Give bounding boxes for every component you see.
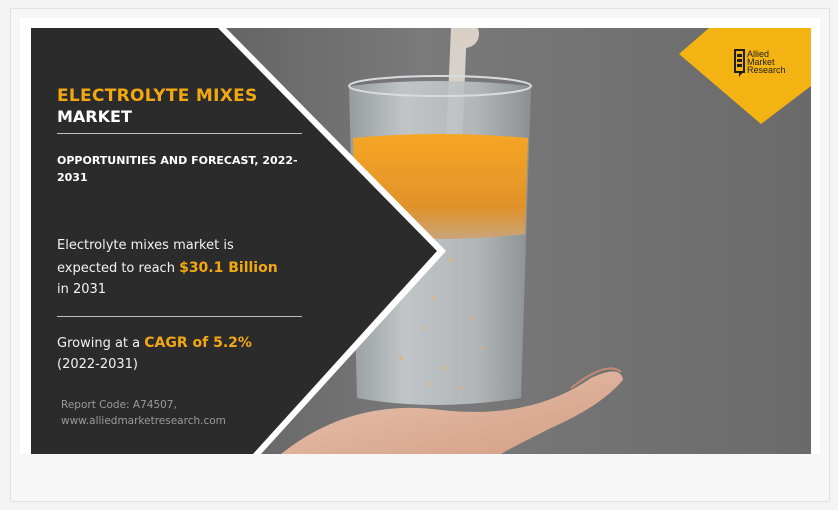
logo-line-1: Allied xyxy=(747,49,770,59)
stat-reach-line2: expected to reach $30.1 Billion xyxy=(57,257,278,280)
stat-cagr-line1: Growing at a CAGR of 5.2% xyxy=(57,332,252,355)
logo-badge-icon xyxy=(679,28,811,124)
divider xyxy=(57,316,302,317)
stat-reach-value: $30.1 Billion xyxy=(179,260,278,276)
stat-reach-line3: in 2031 xyxy=(57,282,107,297)
banner-title-market: MARKET xyxy=(57,107,132,126)
market-banner: ELECTROLYTE MIXES MARKET OPPORTUNITIES A… xyxy=(31,28,811,454)
website-text: www.alliedmarketresearch.com xyxy=(61,415,226,427)
forecast-subheading: OPPORTUNITIES AND FORECAST, 2022-2031 xyxy=(57,154,298,184)
logo-line-3: Research xyxy=(747,65,786,75)
stat-reach-line1: Electrolyte mixes market is xyxy=(57,238,234,253)
stat-cagr-value: CAGR of 5.2% xyxy=(144,335,252,351)
allied-market-research-logo: Allied Market Research xyxy=(679,28,811,124)
banner-text: ELECTROLYTE MIXES MARKET OPPORTUNITIES A… xyxy=(31,28,331,454)
logo-line-2: Market xyxy=(747,57,775,67)
stat-reach-label: expected to reach xyxy=(57,261,180,276)
report-footer: Report Code: A74507, www.alliedmarketrese… xyxy=(61,397,226,429)
stat-cagr-period: (2022-2031) xyxy=(57,357,139,372)
banner-title: ELECTROLYTE MIXES xyxy=(57,86,258,106)
stat-cagr-label: Growing at a xyxy=(57,336,145,351)
dark-text-panel xyxy=(31,28,446,454)
report-code: Report Code: A74507, xyxy=(61,399,177,411)
divider xyxy=(57,133,302,134)
